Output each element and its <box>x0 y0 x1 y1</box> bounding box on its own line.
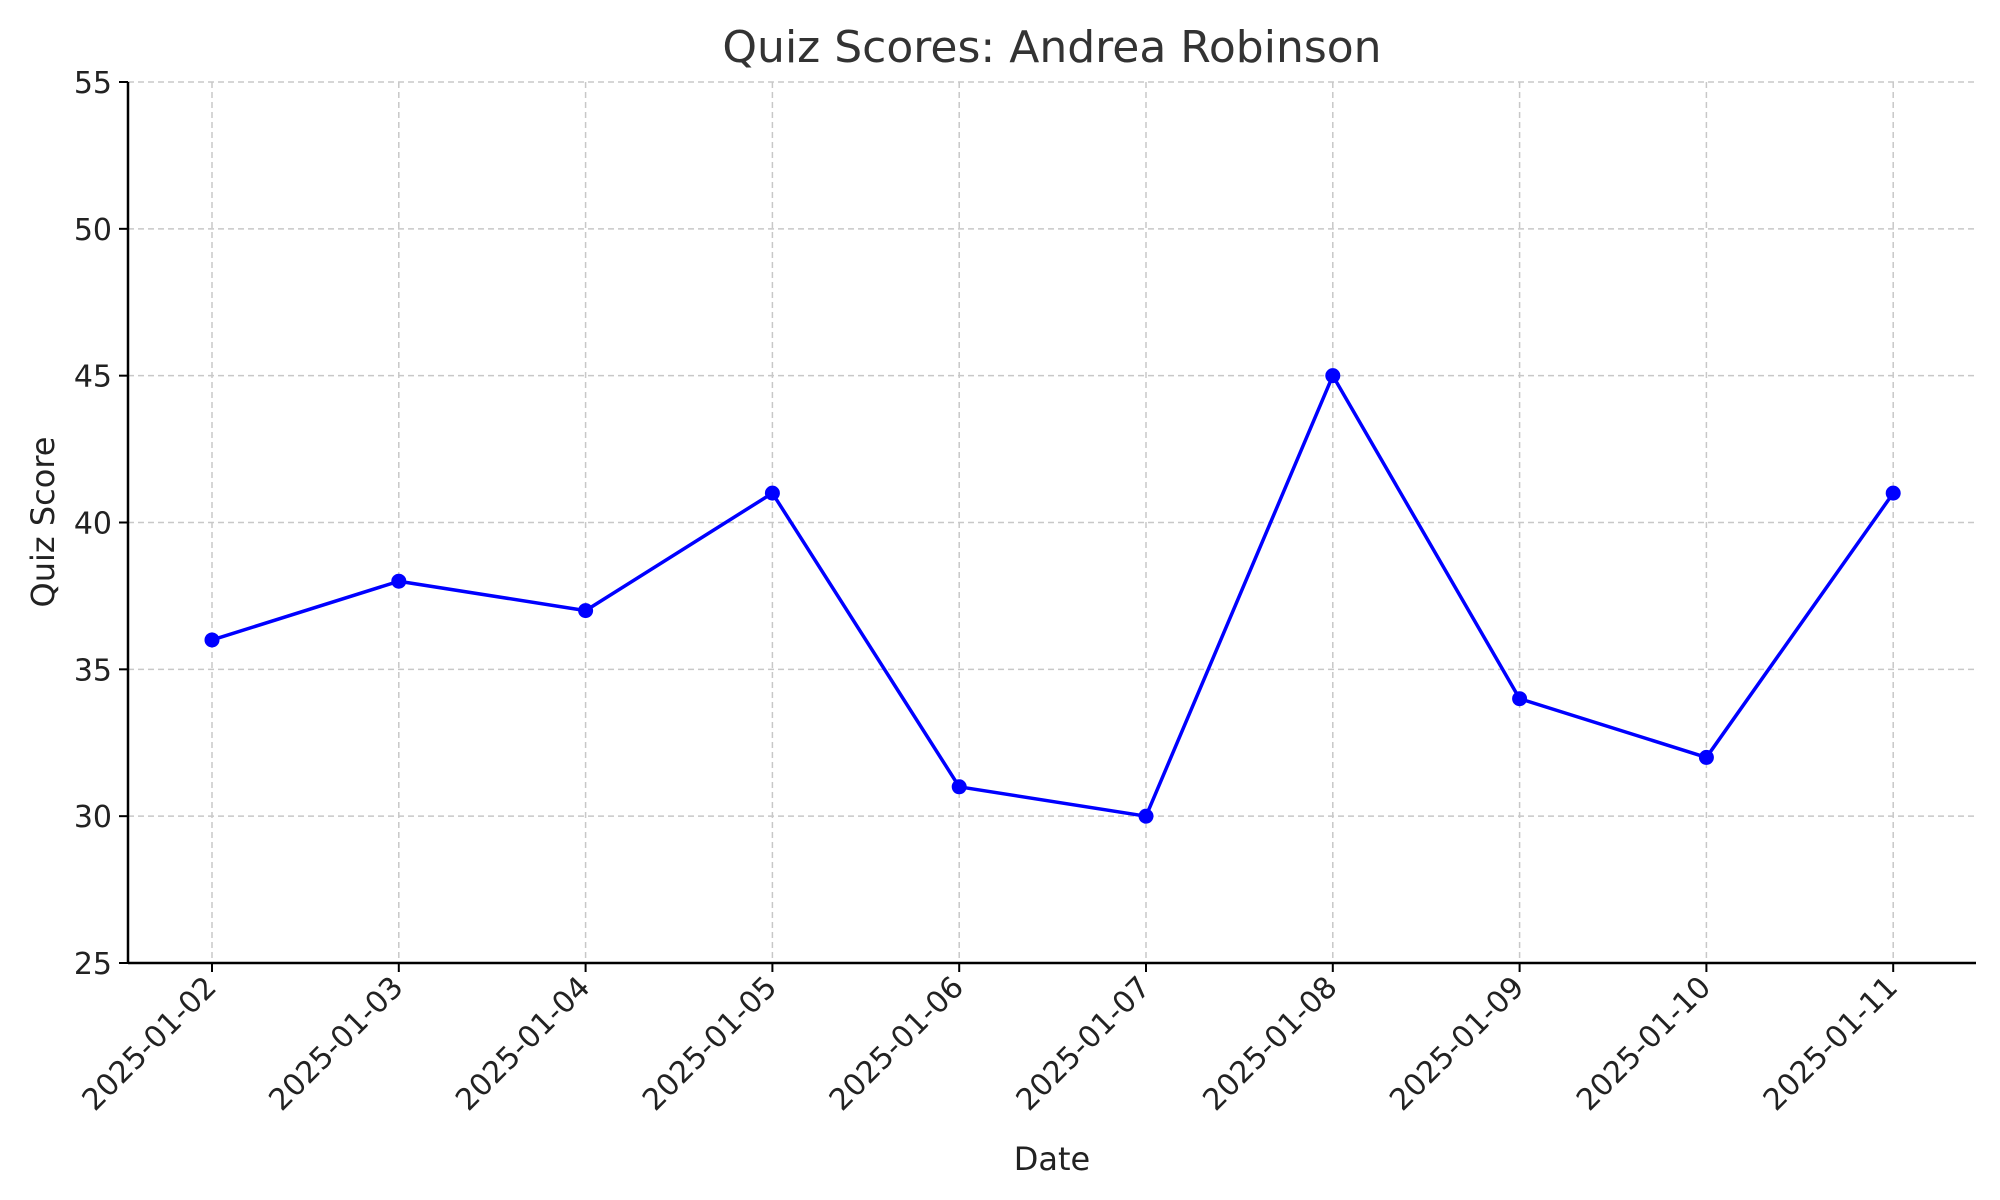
series-layer <box>204 368 1901 824</box>
data-point <box>1512 691 1528 707</box>
y-tick-label: 50 <box>74 213 112 248</box>
data-point <box>1698 749 1714 765</box>
data-point <box>1325 368 1341 384</box>
x-tick-label: 2025-01-02 <box>76 970 224 1118</box>
x-tick-label: 2025-01-10 <box>1570 970 1718 1118</box>
data-point <box>578 603 594 619</box>
series-line <box>211 373 1895 818</box>
data-point <box>951 779 967 795</box>
data-point <box>391 573 407 589</box>
tick-labels: 25 30 35 40 45 50 55 2025-01-02 2025-01-03 2025-0… <box>74 66 1905 1118</box>
axes <box>119 81 1976 972</box>
x-tick-label: 2025-01-07 <box>1010 970 1158 1118</box>
x-tick-label: 2025-01-08 <box>1196 970 1344 1118</box>
x-tick-label: 2025-01-06 <box>823 970 971 1118</box>
x-tick-label: 2025-01-05 <box>636 970 784 1118</box>
y-tick-label: 30 <box>74 800 112 835</box>
x-tick-label: 2025-01-03 <box>262 970 410 1118</box>
y-tick-label: 40 <box>74 507 112 542</box>
x-tick-label: 2025-01-11 <box>1757 970 1905 1118</box>
y-tick-label: 25 <box>74 947 112 982</box>
data-point <box>1885 485 1901 501</box>
chart-title: Quiz Scores: Andrea Robinson <box>722 22 1381 73</box>
data-point <box>764 485 780 501</box>
grid <box>128 81 1976 963</box>
data-point <box>204 632 220 648</box>
data-point <box>1138 808 1154 824</box>
x-tick-label: 2025-01-09 <box>1383 970 1531 1118</box>
y-tick-label: 55 <box>74 66 112 101</box>
y-axis-label: Quiz Score <box>24 437 62 608</box>
y-tick-label: 45 <box>74 360 112 395</box>
x-tick-label: 2025-01-04 <box>449 970 597 1118</box>
x-axis-label: Date <box>1014 1140 1090 1178</box>
y-tick-label: 35 <box>74 653 112 688</box>
